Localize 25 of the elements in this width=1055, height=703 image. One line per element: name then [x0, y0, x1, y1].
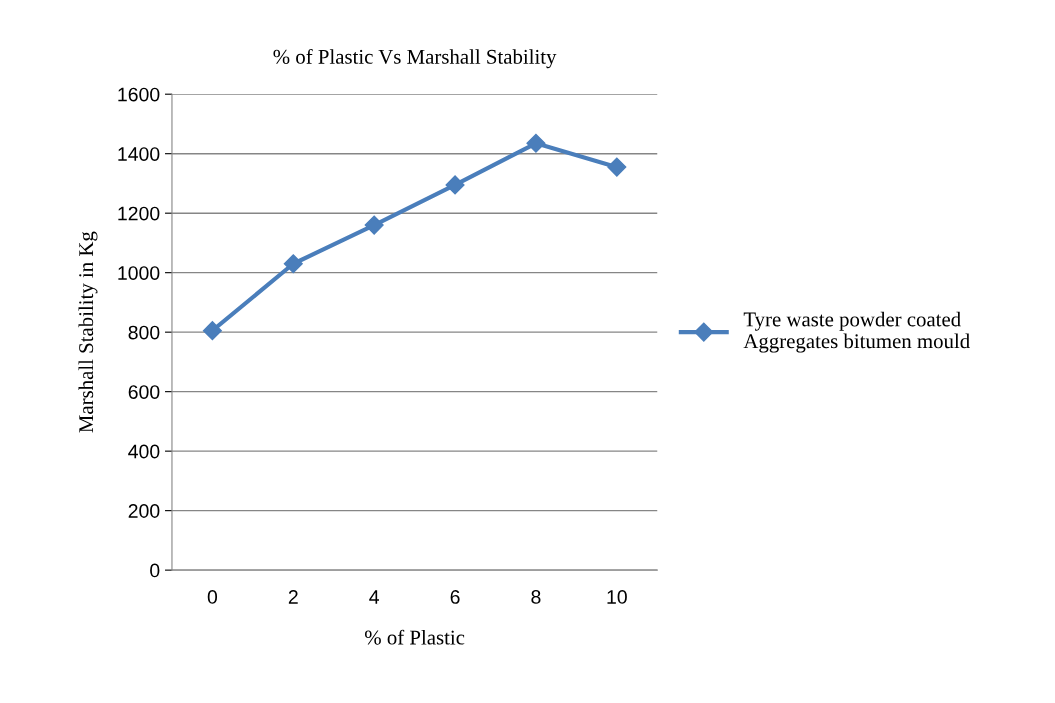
x-tick-label: 6 — [450, 590, 460, 604]
y-tick-label: 1400 — [118, 147, 160, 161]
x-tick-label: 10 — [607, 590, 627, 604]
point — [283, 254, 303, 274]
chart-title: % of Plastic Vs Marshall Stability — [273, 48, 557, 69]
x-axis-title: % of Plastic — [364, 629, 465, 645]
point — [607, 157, 627, 177]
point — [526, 133, 546, 153]
x-tick-label: 4 — [369, 590, 380, 604]
y-tick-label: 1000 — [118, 266, 160, 280]
y-tick-label: 800 — [128, 325, 160, 340]
legend-label: Tyre waste powder coated Aggregates bitumen mould — [743, 311, 970, 353]
y-tick-label: 600 — [128, 385, 160, 399]
y-tick-label: 1200 — [118, 206, 160, 221]
point — [202, 321, 222, 341]
x-tick-label: 8 — [531, 590, 541, 604]
y-tick-label: 400 — [128, 444, 160, 459]
point — [445, 175, 465, 195]
y-tick-label: 1600 — [118, 87, 160, 102]
x-tick-label: 0 — [207, 590, 218, 604]
x-tick-label: 2 — [288, 590, 298, 604]
point — [364, 215, 384, 235]
y-tick-label: 200 — [128, 504, 160, 518]
y-axis-title: Marshall Stability in Kg — [78, 231, 98, 433]
y-tick-label: 0 — [150, 563, 160, 578]
